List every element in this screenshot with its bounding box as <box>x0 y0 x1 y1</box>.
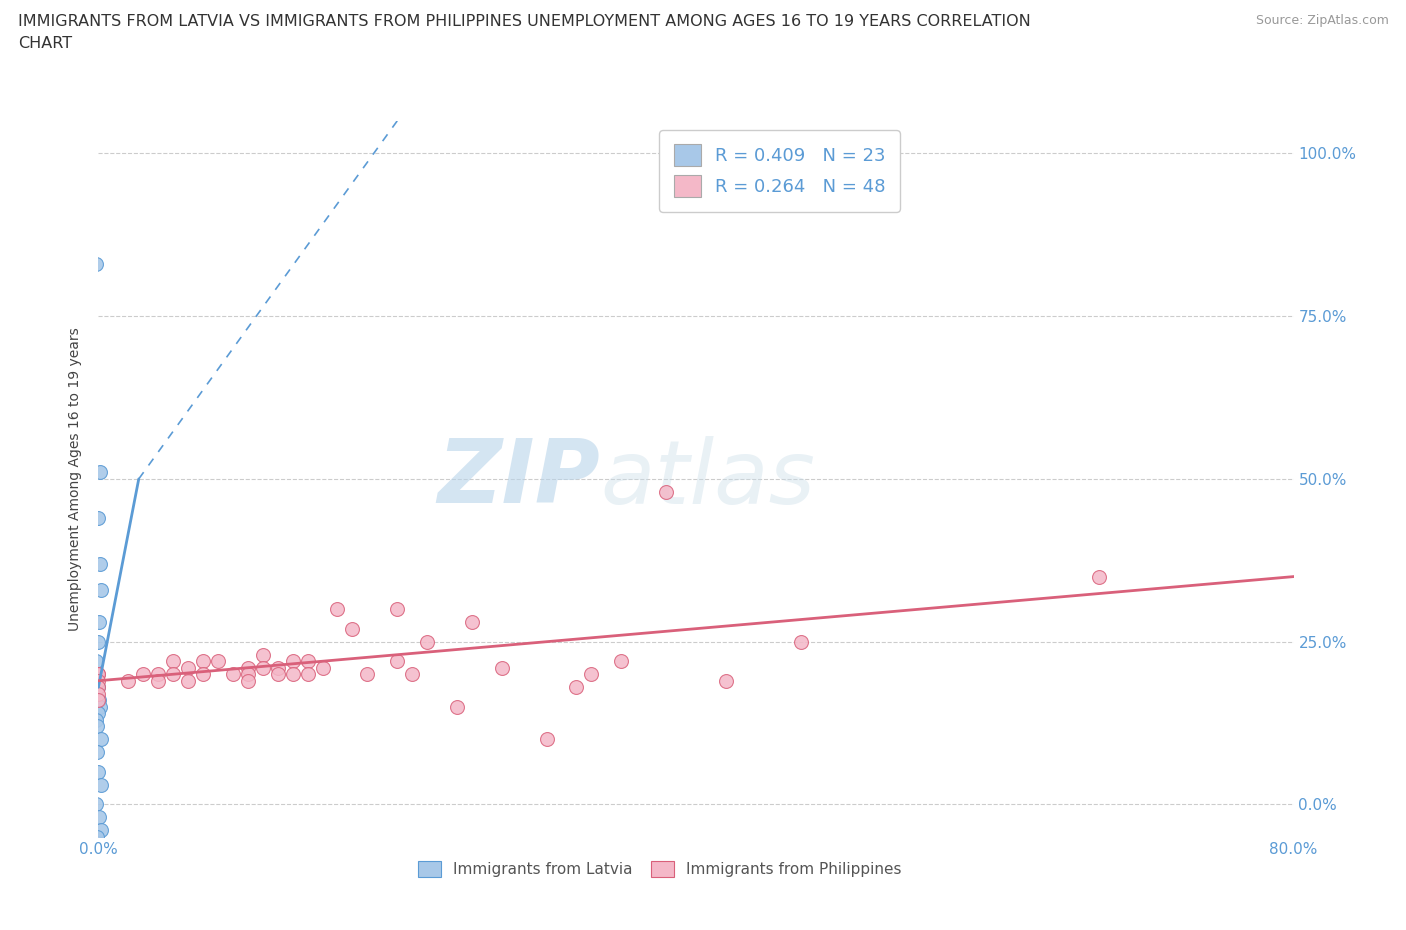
Point <box>87 686 110 701</box>
Point <box>297 667 319 682</box>
Point <box>565 680 588 695</box>
Point <box>536 732 558 747</box>
Point <box>148 673 170 688</box>
Text: atlas: atlas <box>600 436 815 522</box>
Y-axis label: Unemployment Among Ages 16 to 19 years: Unemployment Among Ages 16 to 19 years <box>69 327 83 631</box>
Point <box>446 699 468 714</box>
Point <box>356 667 378 682</box>
Point <box>84 654 107 669</box>
Point <box>87 667 110 682</box>
Point <box>281 667 304 682</box>
Point <box>84 712 107 727</box>
Point <box>87 634 110 649</box>
Legend: Immigrants from Latvia, Immigrants from Philippines: Immigrants from Latvia, Immigrants from … <box>412 855 908 884</box>
Point <box>86 719 108 734</box>
Point <box>90 823 112 838</box>
Point <box>90 777 112 792</box>
Point <box>297 654 319 669</box>
Point <box>207 654 229 669</box>
Point <box>416 634 439 649</box>
Point <box>177 673 200 688</box>
Point <box>401 667 423 682</box>
Point <box>86 667 108 682</box>
Point <box>87 511 110 525</box>
Point <box>87 667 110 682</box>
Point <box>87 693 110 708</box>
Point <box>236 667 259 682</box>
Point <box>342 621 364 636</box>
Point <box>84 257 107 272</box>
Point <box>162 667 184 682</box>
Point <box>267 660 290 675</box>
Text: Source: ZipAtlas.com: Source: ZipAtlas.com <box>1256 14 1389 27</box>
Point <box>655 485 678 499</box>
Point <box>191 654 214 669</box>
Point <box>89 556 111 571</box>
Text: ZIP: ZIP <box>437 435 600 523</box>
Point <box>90 732 112 747</box>
Point <box>87 810 110 825</box>
Point <box>87 680 110 695</box>
Point <box>326 602 349 617</box>
Point <box>491 660 513 675</box>
Point <box>87 673 110 688</box>
Point <box>89 693 111 708</box>
Point <box>714 673 737 688</box>
Point <box>236 660 259 675</box>
Point <box>87 680 110 695</box>
Point <box>236 673 259 688</box>
Point <box>90 582 112 597</box>
Point <box>385 654 409 669</box>
Point <box>789 634 811 649</box>
Point <box>252 660 274 675</box>
Point <box>89 465 111 480</box>
Point <box>87 764 110 779</box>
Point <box>311 660 333 675</box>
Point <box>222 667 245 682</box>
Point <box>86 830 108 844</box>
Point <box>148 667 170 682</box>
Point <box>461 615 484 630</box>
Point <box>87 615 110 630</box>
Text: IMMIGRANTS FROM LATVIA VS IMMIGRANTS FROM PHILIPPINES UNEMPLOYMENT AMONG AGES 16: IMMIGRANTS FROM LATVIA VS IMMIGRANTS FRO… <box>18 14 1031 51</box>
Point <box>267 667 290 682</box>
Point <box>610 654 633 669</box>
Point <box>117 673 139 688</box>
Point <box>86 706 108 721</box>
Point <box>177 660 200 675</box>
Point <box>281 654 304 669</box>
Point <box>84 797 107 812</box>
Point <box>385 602 409 617</box>
Point <box>252 647 274 662</box>
Point <box>132 667 155 682</box>
Point <box>191 667 214 682</box>
Point <box>1088 569 1111 584</box>
Point <box>581 667 603 682</box>
Point <box>89 699 111 714</box>
Point <box>162 654 184 669</box>
Point <box>86 745 108 760</box>
